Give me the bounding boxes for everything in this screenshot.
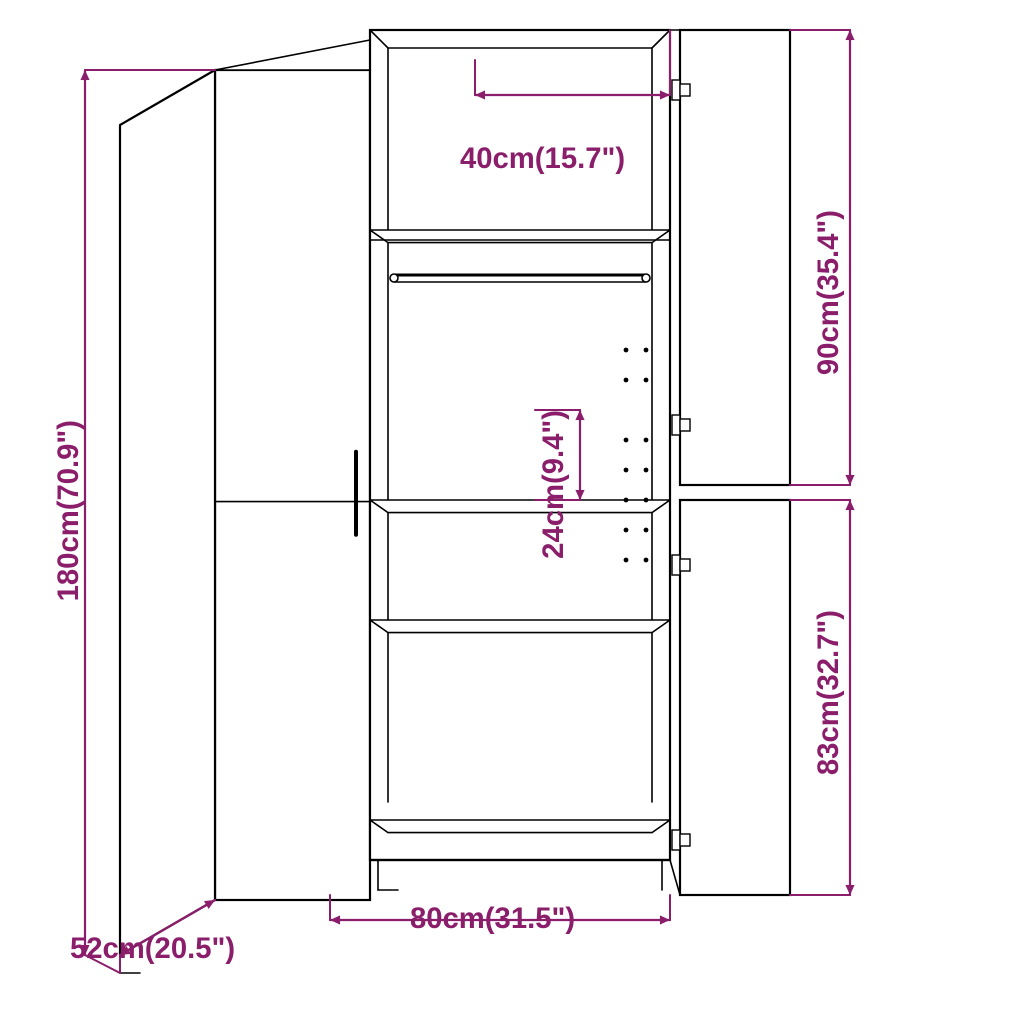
label-door-upper: 90cm(35.4") [815, 210, 844, 375]
label-shelf-width: 40cm(15.7") [460, 145, 625, 174]
label-height-total: 180cm(70.9") [55, 420, 84, 601]
label-depth: 52cm(20.5") [70, 935, 235, 964]
label-width: 80cm(31.5") [410, 905, 575, 934]
label-door-lower: 83cm(32.7") [815, 610, 844, 775]
label-gap: 24cm(9.4") [540, 410, 569, 559]
diagram-stage: 180cm(70.9") 52cm(20.5") 80cm(31.5") 40c… [0, 0, 1024, 1024]
